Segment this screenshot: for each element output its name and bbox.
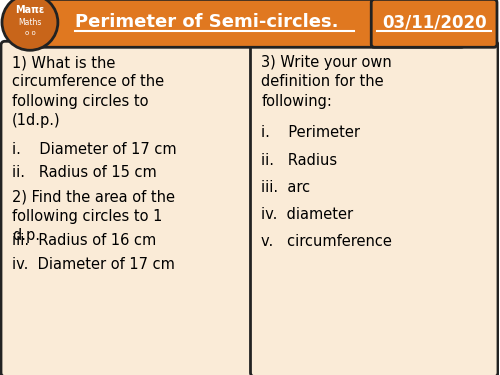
Text: Maths: Maths (18, 18, 42, 27)
Text: 03/11/2020: 03/11/2020 (382, 13, 486, 32)
Text: 3) Write your own
definition for the
following:: 3) Write your own definition for the fol… (262, 55, 392, 109)
Text: o o: o o (24, 30, 36, 36)
FancyBboxPatch shape (250, 41, 498, 375)
Text: ii.   Radius of 15 cm: ii. Radius of 15 cm (12, 165, 156, 180)
FancyBboxPatch shape (1, 41, 254, 375)
Text: iii.  Radius of 16 cm: iii. Radius of 16 cm (12, 233, 156, 248)
Text: iv.  Diameter of 17 cm: iv. Diameter of 17 cm (12, 257, 175, 272)
FancyBboxPatch shape (35, 0, 464, 47)
Text: Maπε: Maπε (16, 5, 44, 15)
Circle shape (2, 0, 58, 50)
Text: v.   circumference: v. circumference (262, 234, 392, 249)
Text: ii.   Radius: ii. Radius (262, 153, 338, 168)
Text: i.    Perimeter: i. Perimeter (262, 125, 360, 140)
Text: 2) Find the area of the
following circles to 1
d.p.: 2) Find the area of the following circle… (12, 190, 175, 243)
Text: i.    Diameter of 17 cm: i. Diameter of 17 cm (12, 142, 176, 157)
Text: iii.  arc: iii. arc (262, 180, 310, 195)
Text: 1) What is the
circumference of the
following circles to
(1d.p.): 1) What is the circumference of the foll… (12, 55, 164, 128)
Text: iv.  diameter: iv. diameter (262, 207, 354, 222)
FancyBboxPatch shape (371, 0, 497, 47)
Text: Perimeter of Semi-circles.: Perimeter of Semi-circles. (75, 13, 338, 32)
